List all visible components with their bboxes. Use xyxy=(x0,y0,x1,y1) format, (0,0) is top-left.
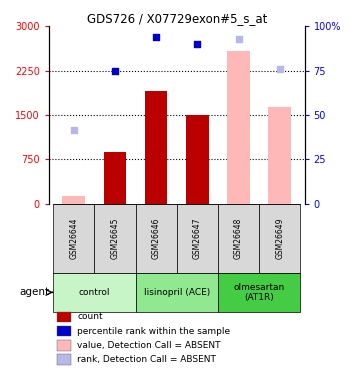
Bar xyxy=(62,196,85,204)
Bar xyxy=(53,204,94,273)
Point xyxy=(195,41,200,47)
Bar xyxy=(57,340,71,351)
Text: GSM26645: GSM26645 xyxy=(111,217,119,259)
Bar xyxy=(186,115,209,204)
Bar xyxy=(227,51,250,204)
Bar xyxy=(135,204,177,273)
Point xyxy=(112,68,118,74)
Bar xyxy=(177,204,218,273)
Text: agent: agent xyxy=(20,287,50,297)
Text: olmesartan
(AT1R): olmesartan (AT1R) xyxy=(233,283,285,302)
Bar xyxy=(218,204,259,273)
Text: count: count xyxy=(77,312,103,321)
Point xyxy=(153,34,159,40)
Text: rank, Detection Call = ABSENT: rank, Detection Call = ABSENT xyxy=(77,355,216,364)
Bar xyxy=(57,354,71,365)
Text: GSM26648: GSM26648 xyxy=(234,217,243,259)
Title: GDS726 / X07729exon#5_s_at: GDS726 / X07729exon#5_s_at xyxy=(86,12,267,25)
Point xyxy=(71,127,77,133)
Bar xyxy=(94,204,135,273)
Text: GSM26647: GSM26647 xyxy=(193,217,202,259)
Point xyxy=(236,36,241,42)
Text: GSM26649: GSM26649 xyxy=(275,217,284,259)
Bar xyxy=(259,204,300,273)
Point xyxy=(277,66,282,72)
Text: value, Detection Call = ABSENT: value, Detection Call = ABSENT xyxy=(77,341,220,350)
Bar xyxy=(104,152,126,204)
Bar xyxy=(57,312,71,322)
Bar xyxy=(57,326,71,336)
Bar xyxy=(135,273,218,312)
Text: percentile rank within the sample: percentile rank within the sample xyxy=(77,327,230,336)
Bar xyxy=(218,273,300,312)
Bar xyxy=(53,273,135,312)
Text: GSM26646: GSM26646 xyxy=(152,217,161,259)
Bar xyxy=(145,91,168,204)
Text: GSM26644: GSM26644 xyxy=(69,217,78,259)
Text: lisinopril (ACE): lisinopril (ACE) xyxy=(144,288,210,297)
Text: control: control xyxy=(79,288,110,297)
Bar xyxy=(268,106,291,204)
